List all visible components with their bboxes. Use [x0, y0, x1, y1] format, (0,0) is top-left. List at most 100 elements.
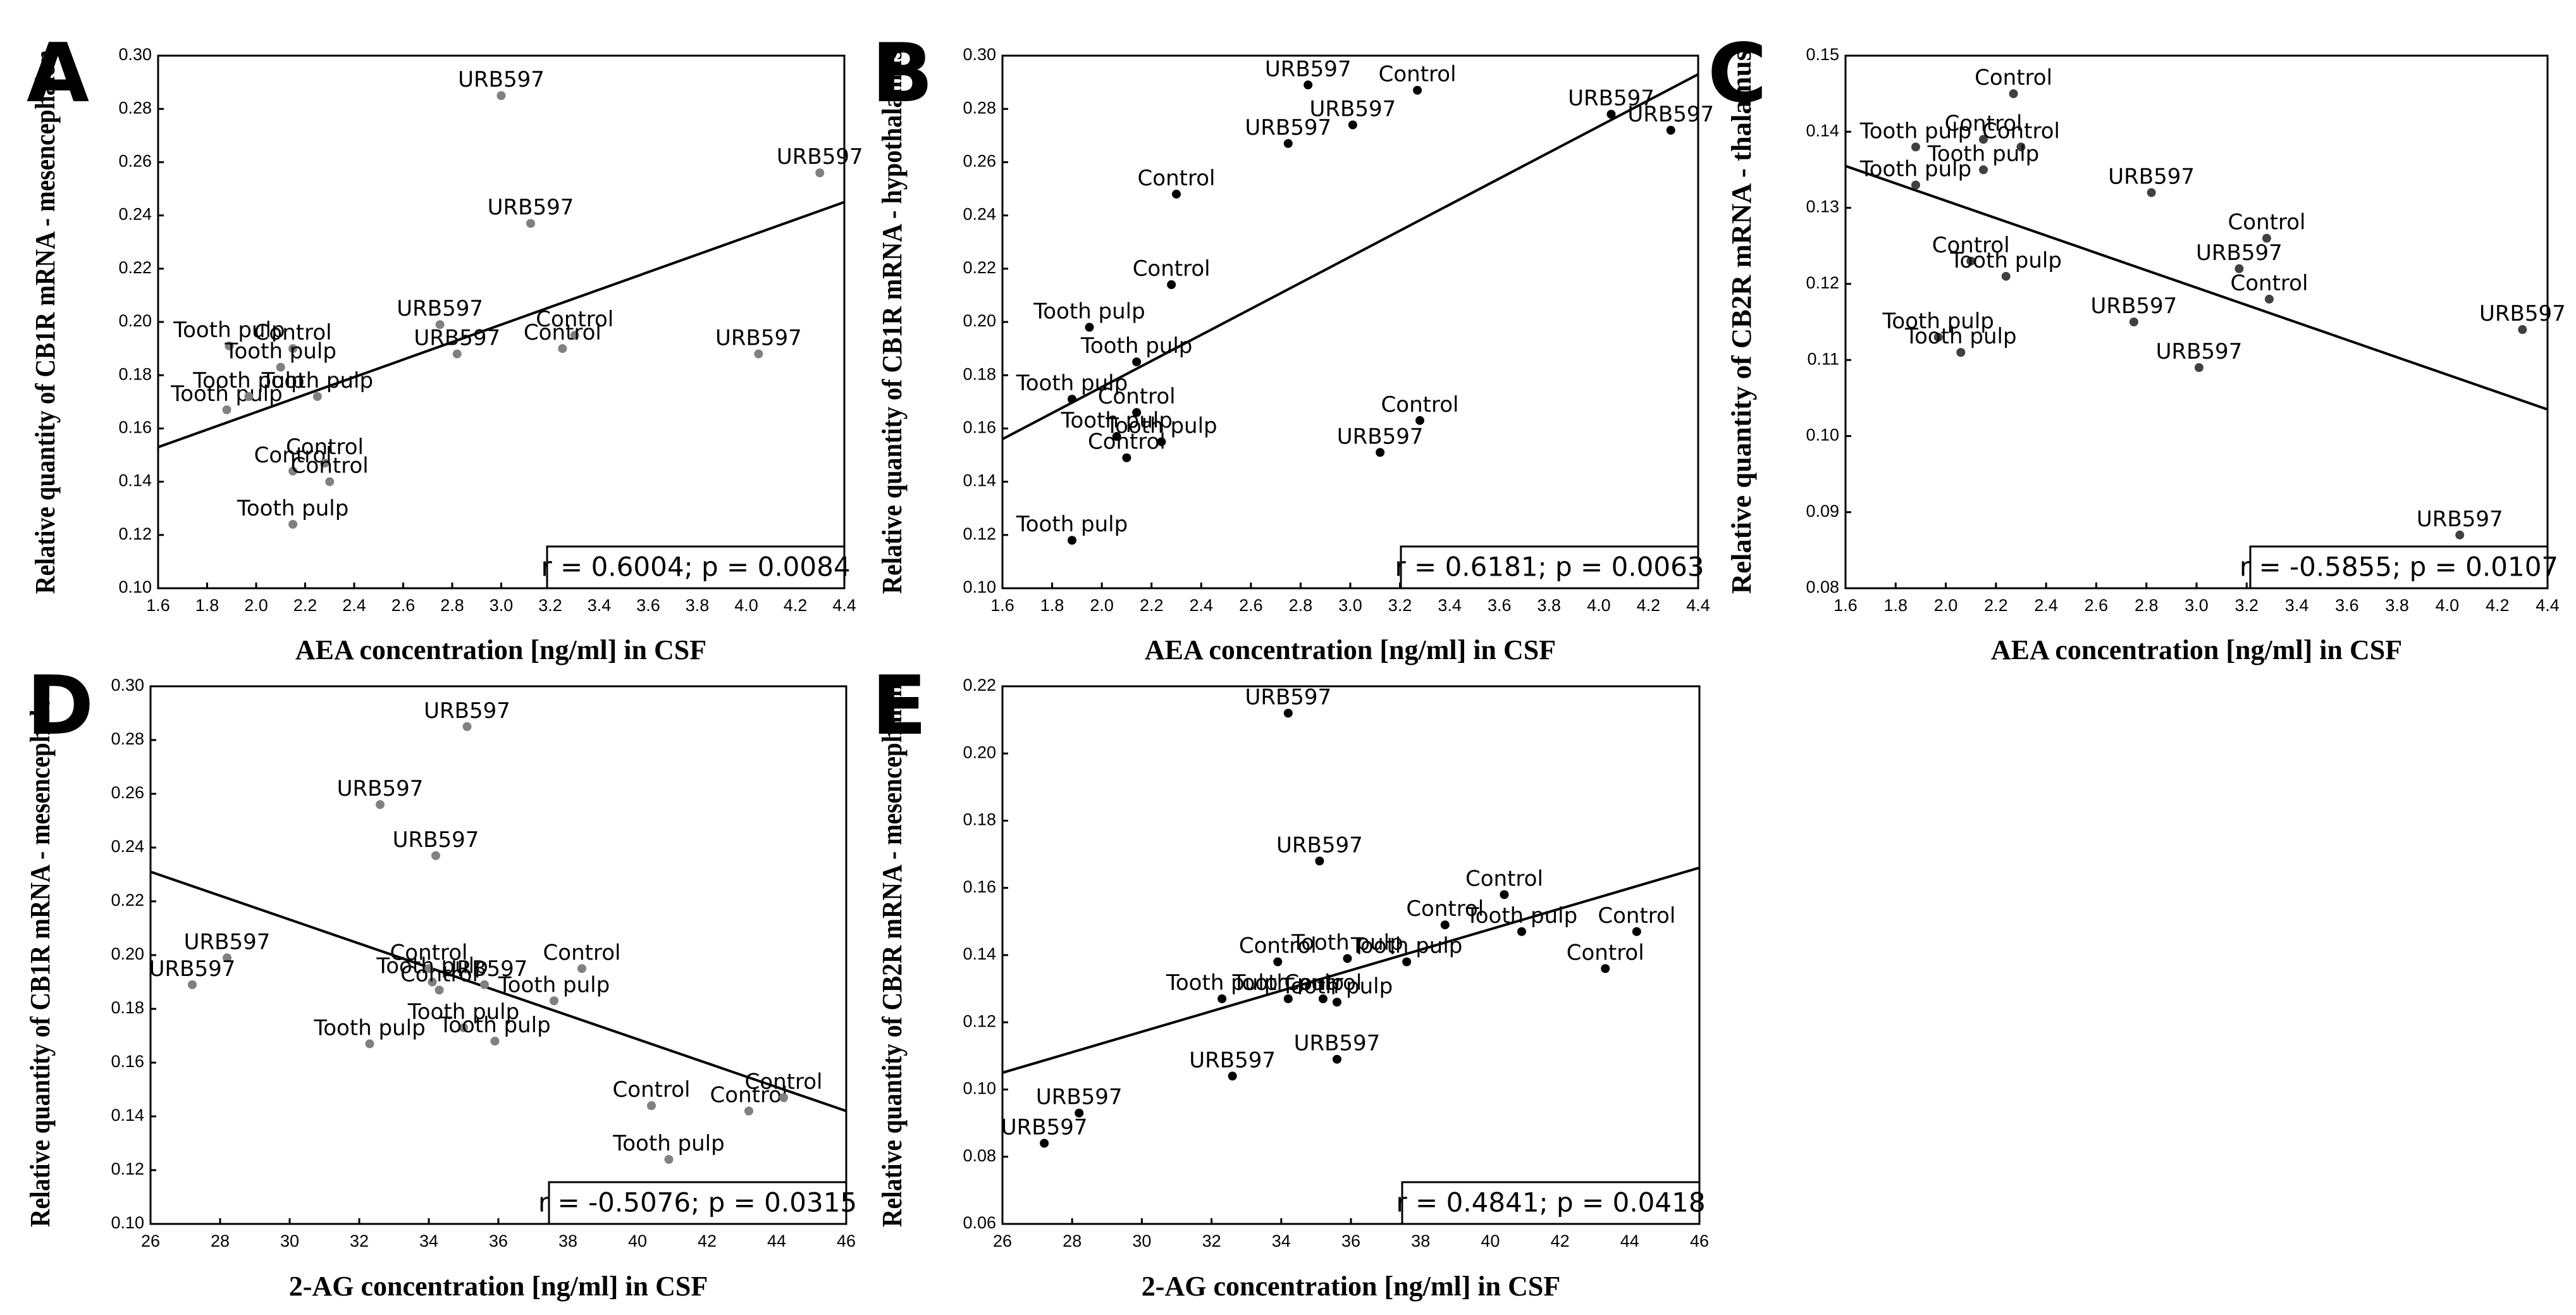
x-tick-label: 46: [1690, 1232, 1709, 1250]
x-tick-label: 28: [211, 1232, 230, 1250]
data-point-label: Tooth pulp: [1016, 512, 1128, 537]
y-tick-label: 0.08: [1806, 577, 1839, 596]
data-point: [1283, 994, 1293, 1004]
data-point-label: URB597: [1310, 96, 1396, 121]
y-tick-label: 0.20: [963, 743, 996, 762]
x-tick-label: 4.0: [734, 596, 758, 615]
y-tick-label: 0.20: [963, 311, 996, 330]
data-point-label: URB597: [1189, 1047, 1276, 1073]
y-axis-label: Relative quantity of CB2R mRNA - thalamu…: [1726, 50, 1757, 594]
data-point: [779, 1093, 788, 1102]
data-point: [526, 219, 535, 228]
panel-a: A 1.6 1.8 2.0 2.2 2.4 2.6 2.8 3.0 3.2 3.4 3.6 3.8 4.0…: [27, 27, 863, 665]
regression-line: [1002, 866, 1700, 1074]
data-point-label: Control: [254, 443, 332, 468]
x-axis-label: 2-AG concentration [ng/ml] in CSF: [289, 1271, 708, 1302]
data-point: [288, 466, 298, 476]
x-axis-label: 2-AG concentration [ng/ml] in CSF: [1142, 1271, 1560, 1302]
stat-box: [2249, 545, 2549, 590]
panel-d: D 26 28 30 32 34 36 38 40 42 44 46 0.10 0.12 0.14 0.16 0…: [25, 659, 857, 1302]
y-tick-label: 0.30: [118, 45, 152, 64]
data-point: [815, 168, 825, 178]
data-point-label: Tooth pulp: [498, 972, 610, 997]
correlation-stat: r = -0.5855; p = 0.0107: [2240, 552, 2558, 583]
y-tick-label: 0.12: [963, 524, 996, 543]
data-point: [1933, 333, 1943, 342]
y-tick-label: 0.10: [963, 1079, 996, 1098]
x-tick-label: 3.0: [490, 596, 514, 615]
y-tick-label: 0.12: [111, 1159, 144, 1178]
data-point-label: Control: [291, 454, 369, 479]
x-tick-label: 3.4: [1438, 596, 1462, 615]
data-point: [647, 1101, 656, 1110]
data-point: [1132, 357, 1142, 367]
data-point-label: Control: [390, 940, 468, 965]
data-point: [288, 519, 298, 529]
x-axis-label: AEA concentration [ng/ml] in CSF: [1991, 634, 2402, 665]
data-point: [435, 320, 445, 330]
panel-letter: D: [27, 659, 94, 753]
y-tick-label: 0.08: [963, 1146, 996, 1165]
y-tick-label: 0.09: [1806, 502, 1839, 521]
y-tick-label: 0.12: [118, 524, 152, 543]
data-point: [1966, 256, 1976, 266]
data-point-label: URB597: [1627, 102, 1714, 127]
data-point-label: URB597: [1337, 424, 1424, 449]
data-point-label: Control: [1598, 903, 1675, 929]
stat-box: [1400, 545, 1699, 590]
data-point: [462, 722, 472, 731]
data-point: [2001, 271, 2011, 281]
stat-box: [1401, 1181, 1701, 1225]
y-tick-label: 0.24: [118, 205, 152, 224]
data-point-label: URB597: [337, 776, 424, 801]
data-point: [2234, 264, 2244, 273]
y-tick-label: 0.11: [1807, 349, 1839, 368]
data-point: [2129, 318, 2138, 326]
x-tick-label: 42: [1551, 1232, 1570, 1250]
data-point-label: URB597: [2091, 293, 2178, 319]
y-tick-label: 0.16: [963, 877, 996, 896]
y-tick-label: 0.22: [963, 258, 996, 277]
data-point-label: URB597: [424, 698, 510, 724]
data-point-label: Tooth pulp: [1232, 970, 1344, 996]
panel-b: B 1.6 1.8 2.0 2.2 2.4 2.6 2.8 3.0 3.2 3.4 3.6 3.8 4.0…: [872, 27, 1714, 665]
y-tick-label: 0.10: [1806, 426, 1839, 445]
data-point-label: Tooth pulp: [170, 381, 282, 407]
y-tick-label: 0.22: [963, 676, 996, 695]
data-point-label: Control: [1379, 62, 1457, 87]
data-point: [490, 1037, 500, 1046]
x-tick-label: 3.6: [636, 596, 660, 615]
data-point: [1601, 964, 1610, 973]
data-point: [365, 1039, 374, 1049]
y-tick-label: 0.24: [111, 837, 144, 856]
data-point: [1979, 165, 1988, 175]
data-point: [1172, 189, 1181, 199]
x-tick-label: 2.2: [293, 596, 317, 615]
data-point: [1911, 142, 1920, 152]
data-point-label: URB597: [149, 956, 236, 982]
data-point: [1348, 120, 1357, 130]
data-point: [222, 405, 231, 414]
x-tick-label: 2.4: [342, 596, 366, 615]
x-tick-label: 2.4: [1190, 596, 1214, 615]
data-point-label: Tooth pulp: [1882, 309, 1994, 334]
y-tick-label: 0.28: [111, 729, 144, 748]
data-point-label: Tooth pulp: [1291, 930, 1403, 955]
panel-e: E 26 28 30 32 34 36 38 40 42 44 46 0.06 0.08 0.10 0.12 0…: [872, 659, 1709, 1302]
data-point: [431, 851, 440, 860]
data-point: [276, 362, 285, 372]
x-tick-label: 38: [1411, 1232, 1430, 1250]
y-tick-label: 0.14: [111, 1106, 144, 1125]
x-tick-label: 40: [1481, 1232, 1500, 1250]
data-point: [223, 953, 231, 963]
data-point: [459, 1023, 468, 1032]
data-point-label: URB597: [2196, 240, 2283, 266]
data-point: [1068, 395, 1076, 404]
data-point: [2194, 363, 2203, 373]
data-point-label: Control: [1975, 65, 2052, 90]
data-point-label: URB597: [1245, 685, 1331, 710]
data-point: [1911, 180, 1920, 190]
data-point: [1332, 1054, 1341, 1064]
panel-letter: C: [1708, 27, 1767, 121]
x-tick-label: 40: [628, 1232, 647, 1250]
